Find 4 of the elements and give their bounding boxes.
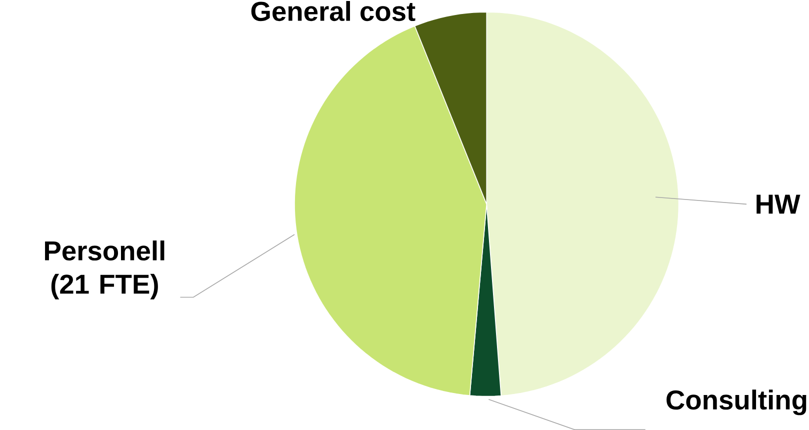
slice-label: HW (756, 194, 800, 214)
slice-label: General cost (251, 0, 416, 22)
slice-label: Consulting (666, 390, 806, 416)
slice-label: Personell (21 FTE) (45, 240, 164, 300)
